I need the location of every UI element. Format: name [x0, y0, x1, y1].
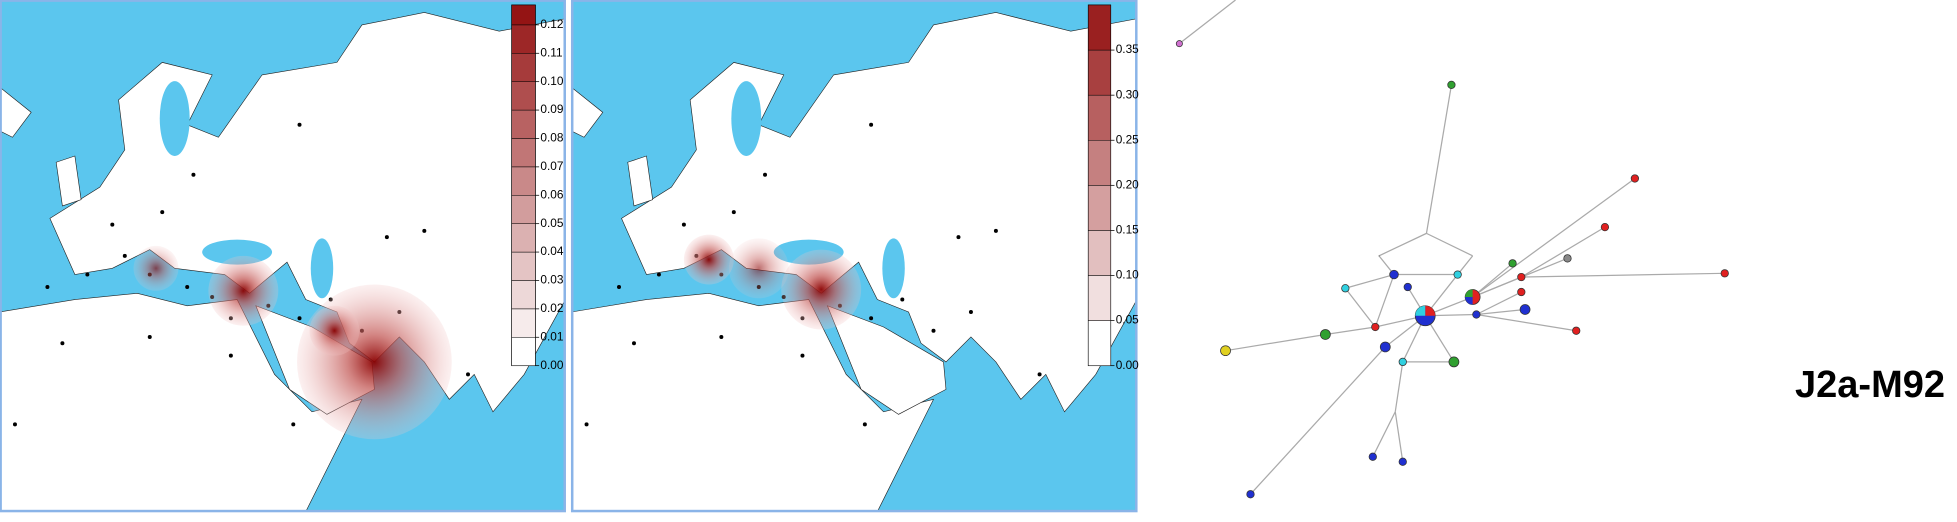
- colorbar-band: [1088, 185, 1111, 231]
- colorbar-tick-label: 0.05: [1116, 313, 1139, 327]
- colorbar-tick-label: 0.03: [540, 273, 563, 287]
- colorbar-band: [511, 166, 536, 196]
- colorbar-band: [511, 308, 536, 338]
- colorbar-tick-label: 0.04: [540, 244, 563, 258]
- colorbar-tick-label: 0.10: [540, 74, 563, 88]
- colorbar-band: [511, 195, 536, 224]
- colorbar-tick-label: 0.00: [540, 358, 563, 372]
- colorbar-tick-label: 0.25: [1116, 132, 1139, 146]
- colorbar-tick-label: 0.12: [540, 17, 563, 31]
- colorbar-band: [1088, 4, 1111, 51]
- colorbar-band: [1088, 94, 1111, 141]
- colorbar-band: [511, 81, 536, 111]
- colorbar: 0.00 0.05 0.10 0.15 0.20 0.25 0.30 0.35: [1087, 4, 1139, 372]
- colorbar-tick-label: 0.07: [540, 159, 563, 173]
- colorbar-band: [1088, 275, 1111, 321]
- colorbar-band: [511, 24, 536, 54]
- colorbar-tick-label: 0.09: [540, 102, 563, 116]
- map-panel: 0.00 0.05 0.10 0.15 0.20 0.25 0.30 0.35: [570, 0, 1139, 513]
- colorbar-band: [511, 223, 536, 253]
- colorbar-tick-label: 0.15: [1116, 223, 1139, 237]
- colorbar-band: [511, 53, 536, 82]
- colorbar-band: [1088, 230, 1111, 276]
- colorbar-band: [511, 138, 536, 168]
- colorbar-tick-label: 0.05: [540, 216, 563, 230]
- figure-content: 0.00 0.01 0.02 0.03 0.04 0.05 0.06 0.07 0.08 0.09…: [0, 0, 1729, 513]
- map-panel: 0.00 0.01 0.02 0.03 0.04 0.05 0.06 0.07 0.08 0.09…: [0, 0, 566, 513]
- colorbar-band: [511, 280, 536, 310]
- haplogroup-label: J2a-M92: [1795, 364, 1945, 406]
- colorbar-band: [1088, 139, 1111, 186]
- colorbar-tick-label: 0.10: [1116, 268, 1139, 282]
- colorbar-tick-label: 0.35: [1116, 42, 1139, 56]
- colorbar-band: [1088, 320, 1111, 366]
- colorbar-tick-label: 0.30: [1116, 87, 1139, 101]
- colorbar-band: [511, 4, 536, 26]
- colorbar-band: [511, 337, 536, 366]
- colorbar: 0.00 0.01 0.02 0.03 0.04 0.05 0.06 0.07 0.08 0.09…: [511, 4, 564, 372]
- colorbar-tick-label: 0.06: [540, 187, 563, 201]
- colorbar-tick-label: 0.11: [540, 45, 563, 59]
- colorbar-tick-label: 0.02: [540, 301, 563, 315]
- colorbar-band: [511, 109, 536, 139]
- colorbar-tick-label: 0.20: [1116, 177, 1139, 191]
- colorbar-tick-label: 0.08: [540, 131, 563, 145]
- colorbar-band: [1088, 49, 1111, 96]
- colorbar-band: [511, 251, 536, 281]
- network: [1175, 0, 1729, 499]
- colorbar-tick-label: 0.01: [540, 329, 563, 343]
- colorbar-tick-label: 0.00: [1116, 358, 1139, 372]
